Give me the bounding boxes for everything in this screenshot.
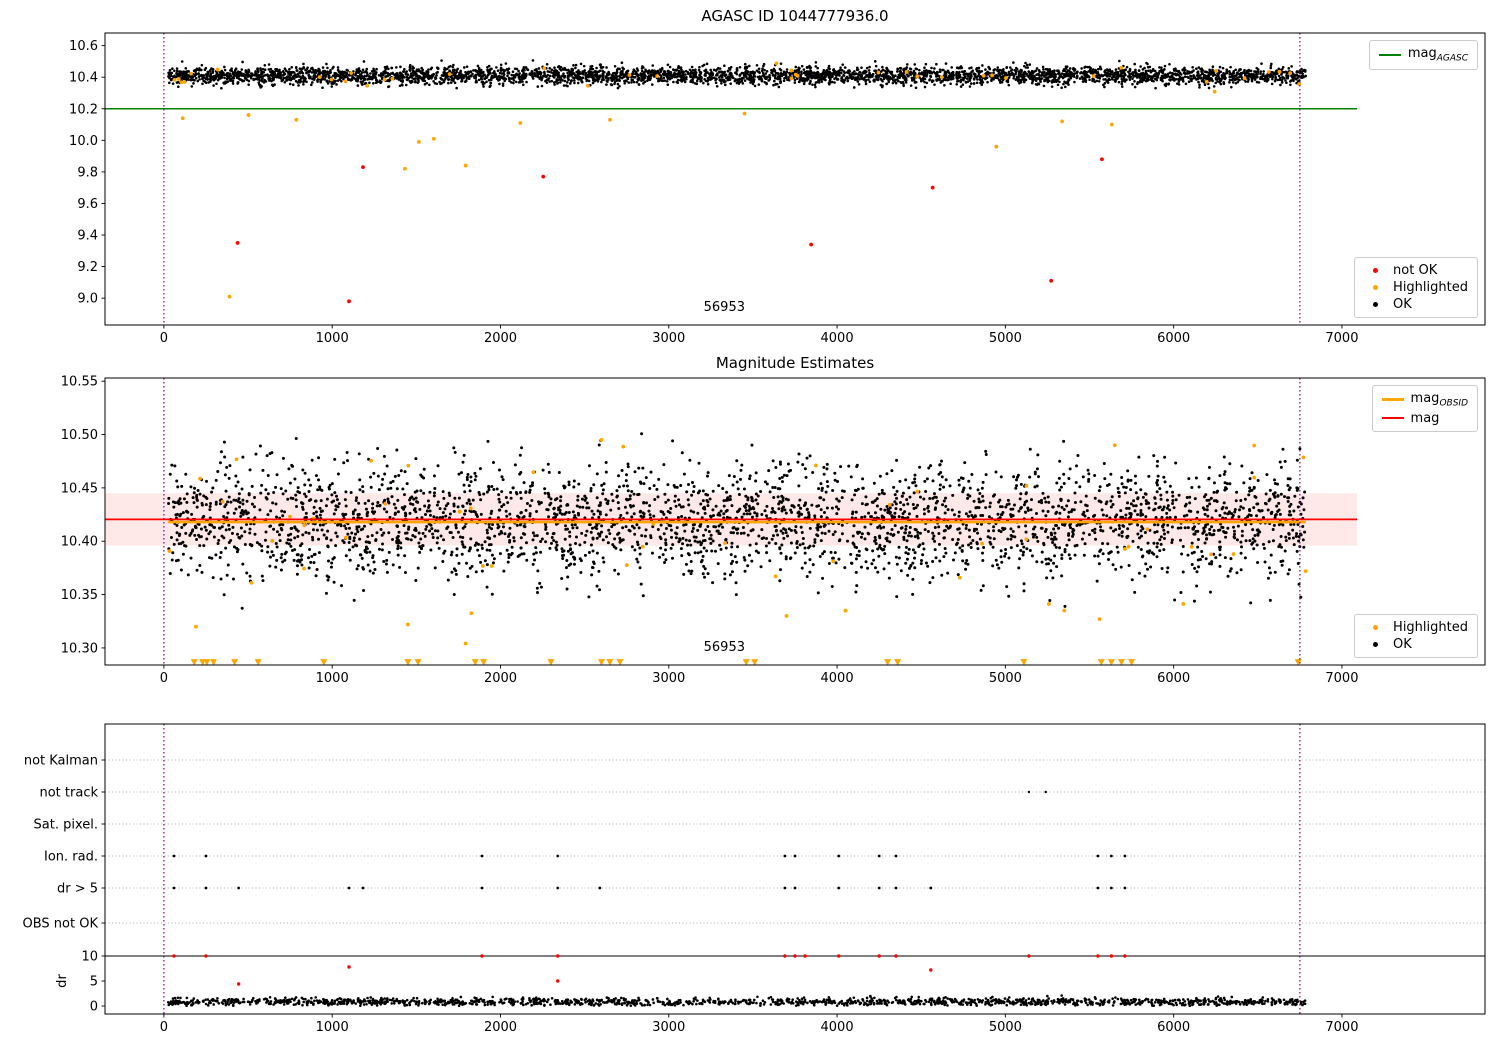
svg-text:0: 0 [160, 331, 168, 346]
legend-dot-swatch [1364, 285, 1386, 290]
svg-text:10.0: 10.0 [69, 134, 98, 149]
svg-text:9.2: 9.2 [77, 260, 98, 275]
legend-dot-swatch [1364, 302, 1386, 307]
plot1-title: AGASC ID 1044777936.0 [701, 7, 889, 25]
svg-text:4000: 4000 [821, 331, 854, 346]
legend-entry: mag [1381, 410, 1468, 427]
legend-entry: Highlighted [1364, 619, 1468, 636]
svg-text:7000: 7000 [1325, 331, 1358, 346]
svg-text:1000: 1000 [316, 331, 349, 346]
legend-entry: OK [1364, 296, 1468, 313]
svg-text:6000: 6000 [1157, 331, 1190, 346]
svg-text:10.6: 10.6 [69, 39, 98, 54]
legend-entry: OK [1364, 636, 1468, 653]
legend-label: magOBSID [1410, 391, 1468, 409]
legend-line-swatch [1378, 53, 1401, 56]
svg-text:56953: 56953 [704, 300, 745, 315]
legend-dot-swatch [1364, 642, 1386, 647]
plot2-title: Magnitude Estimates [715, 354, 875, 372]
legend-entry: Highlighted [1364, 279, 1468, 296]
legend-line-swatch [1381, 417, 1404, 420]
legend-label: not OK [1393, 263, 1438, 278]
legend-line-swatch [1381, 398, 1404, 402]
legend-entry: magAGASC [1378, 45, 1468, 65]
legend-dot-swatch [1364, 625, 1386, 630]
legend: magOBSID mag [1371, 385, 1478, 432]
legend: not OK Highlighted OK [1354, 257, 1478, 318]
legend-label: mag [1410, 410, 1440, 426]
legend: magAGASC [1368, 40, 1478, 70]
svg-text:9.8: 9.8 [77, 165, 98, 180]
svg-text:9.6: 9.6 [77, 197, 98, 212]
svg-text:10.2: 10.2 [69, 102, 98, 117]
svg-text:2000: 2000 [484, 331, 517, 346]
legend-label: Highlighted [1393, 280, 1468, 295]
legend-label: OK [1393, 297, 1412, 312]
legend-label: Highlighted [1393, 620, 1468, 635]
legend-entry: magOBSID [1381, 390, 1468, 410]
legend-label: OK [1393, 637, 1412, 652]
legend-label: magAGASC [1407, 46, 1468, 64]
legend-entry: not OK [1364, 262, 1468, 279]
svg-text:3000: 3000 [652, 331, 685, 346]
svg-text:5000: 5000 [989, 331, 1022, 346]
legend: Highlighted OK [1354, 614, 1478, 658]
svg-text:9.0: 9.0 [77, 292, 98, 307]
legend-dot-swatch [1364, 268, 1386, 273]
svg-text:9.4: 9.4 [77, 229, 98, 244]
svg-text:10.4: 10.4 [69, 71, 98, 86]
